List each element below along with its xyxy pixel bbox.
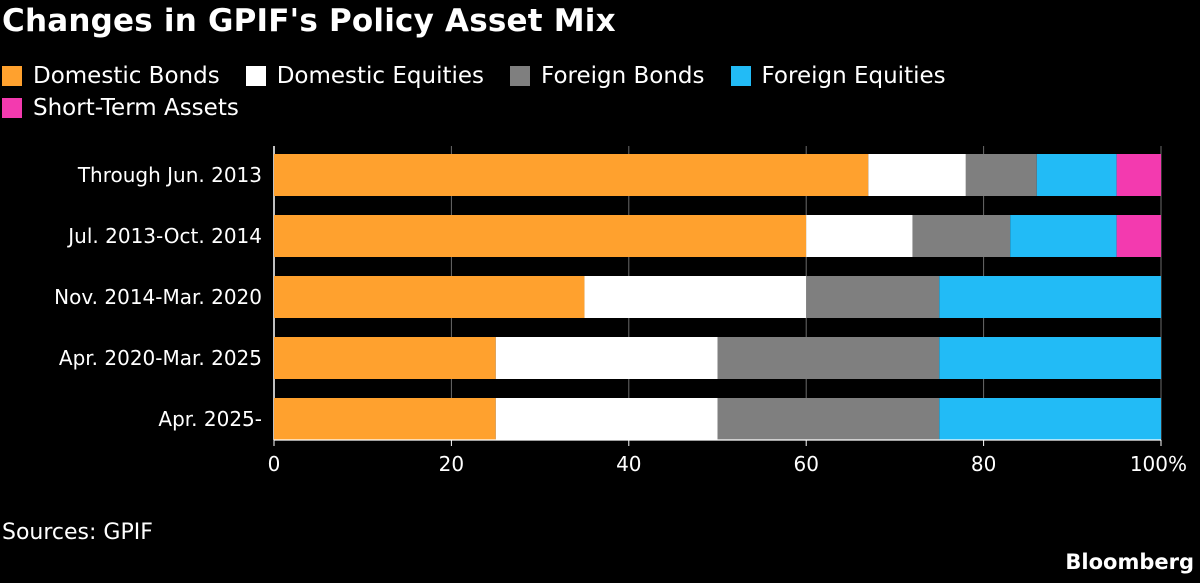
- source-note: Sources: GPIF: [2, 520, 153, 545]
- legend-item: Foreign Bonds: [510, 60, 705, 92]
- legend-label: Foreign Bonds: [541, 63, 705, 89]
- bar-segment: [717, 337, 940, 379]
- bar-segment: [939, 337, 1161, 379]
- bars: [274, 154, 1161, 440]
- bar-segment: [1010, 215, 1117, 257]
- bar-segment: [495, 398, 718, 440]
- bar-segment: [274, 337, 496, 379]
- bar-segment: [1116, 215, 1161, 257]
- bar-segment: [868, 154, 966, 196]
- bar-segment: [1116, 154, 1161, 196]
- x-tick-label: 60: [793, 452, 818, 476]
- category-labels: Through Jun. 2013 Jul. 2013-Oct. 2014 Nov.…: [54, 163, 262, 431]
- legend-label: Short-Term Assets: [33, 95, 239, 121]
- legend-swatch: [730, 66, 751, 86]
- bar-segment: [274, 215, 807, 257]
- x-tick-label: 80: [971, 452, 996, 476]
- bar-segment: [965, 154, 1037, 196]
- bar-segment: [495, 337, 718, 379]
- bar-segment: [939, 398, 1161, 440]
- x-tick-label: 20: [439, 452, 464, 476]
- legend-item: Domestic Bonds: [2, 60, 220, 92]
- bar-segment: [274, 398, 496, 440]
- x-axis: 0 20 40 60 80 100%: [268, 439, 1187, 476]
- legend-swatch: [510, 66, 531, 86]
- bar-segment: [584, 276, 807, 318]
- legend-swatch: [245, 66, 266, 86]
- x-tick-label: 100%: [1130, 452, 1187, 476]
- bar-segment: [939, 276, 1161, 318]
- bar-segment: [274, 276, 585, 318]
- chart-title: Changes in GPIF's Policy Asset Mix: [2, 3, 616, 39]
- x-tick-label: 0: [268, 452, 281, 476]
- bloomberg-logo: Bloomberg: [1065, 550, 1194, 574]
- bar-segment: [806, 276, 940, 318]
- legend-item: Domestic Equities: [245, 60, 485, 92]
- legend-label: Foreign Equities: [761, 63, 946, 89]
- x-tick-label: 40: [616, 452, 641, 476]
- bar-segment: [912, 215, 1011, 257]
- category-label: Through Jun. 2013: [77, 163, 262, 187]
- bar-segment: [1036, 154, 1117, 196]
- bar-segment: [717, 398, 940, 440]
- legend-item: Short-Term Assets: [2, 92, 239, 124]
- category-label: Apr. 2025-: [158, 407, 262, 431]
- category-label: Jul. 2013-Oct. 2014: [66, 224, 262, 248]
- category-label: Apr. 2020-Mar. 2025: [59, 346, 262, 370]
- legend-label: Domestic Bonds: [33, 63, 220, 89]
- legend-item: Foreign Equities: [730, 60, 946, 92]
- legend-swatch: [2, 98, 22, 118]
- legend: Domestic Bonds Domestic Equities Foreign B…: [2, 60, 1002, 124]
- legend-label: Domestic Equities: [276, 63, 485, 89]
- category-label: Nov. 2014-Mar. 2020: [54, 285, 262, 309]
- bar-segment: [806, 215, 913, 257]
- bar-segment: [274, 154, 869, 196]
- legend-swatch: [2, 66, 22, 86]
